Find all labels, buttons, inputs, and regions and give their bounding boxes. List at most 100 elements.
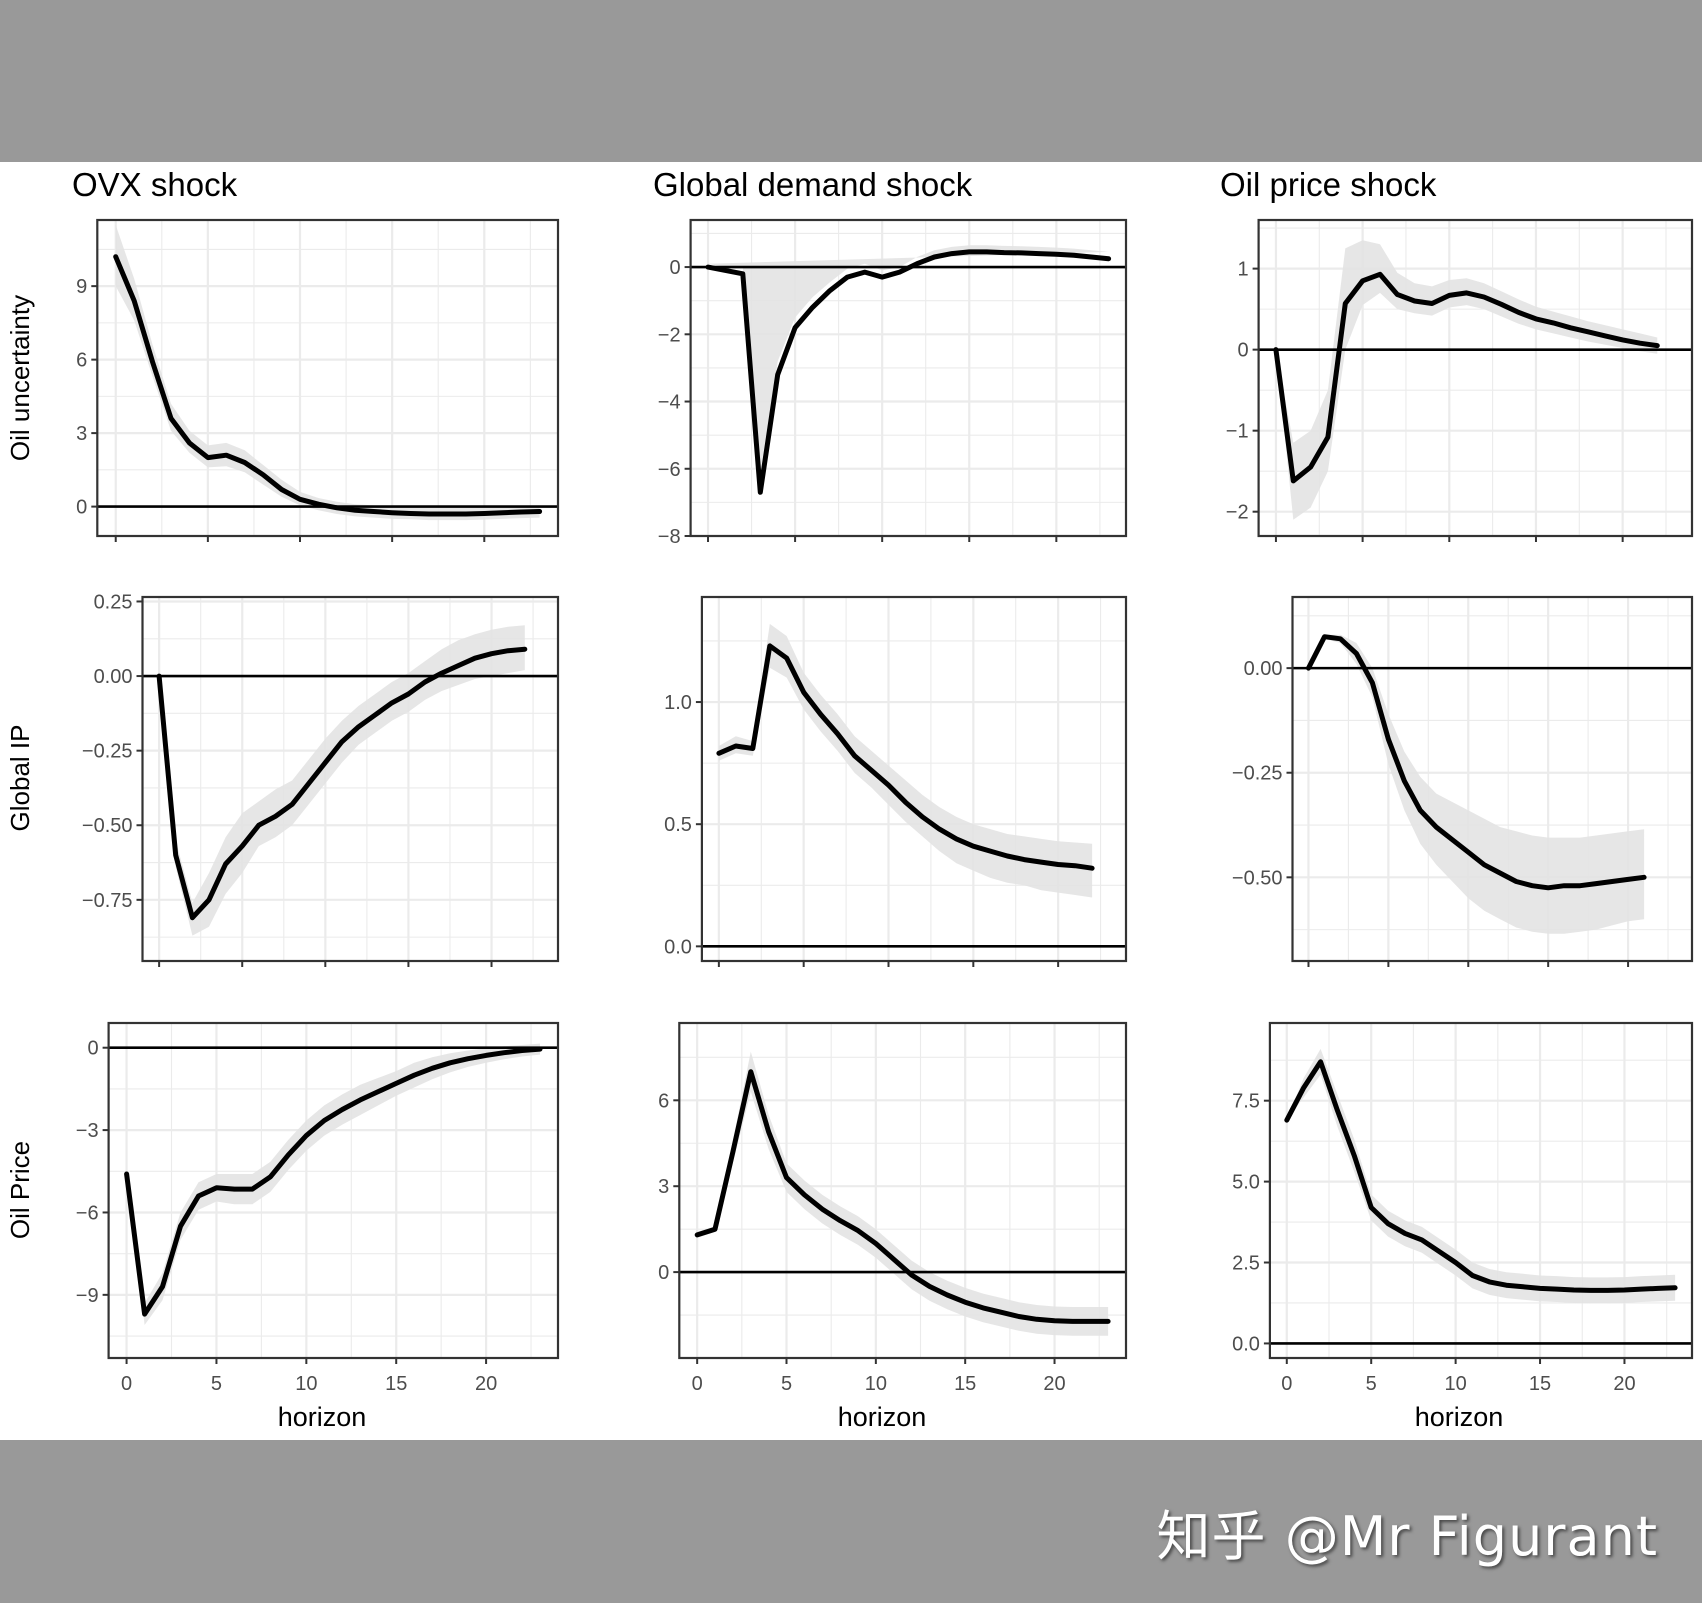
confidence-band-r0c0 — [115, 224, 540, 521]
panel-bg-r2c2 — [1269, 1023, 1692, 1358]
x-tick-label-r2c2-0: 0 — [1281, 1373, 1292, 1395]
y-tick-label-r2c0-2: −3 — [76, 1120, 99, 1142]
y-tick-label-r0c1-1: −6 — [658, 459, 681, 481]
y-tick-label-r1c1-1: 0.5 — [664, 814, 692, 836]
y-tick-label-r2c0-1: −6 — [76, 1202, 99, 1224]
confidence-band-r2c1 — [697, 1051, 1109, 1336]
x-tick-label-r2c0-4: 20 — [475, 1373, 497, 1395]
col-title-oil-price-shock: Oil price shock — [1220, 166, 1437, 203]
y-tick-label-r1c1-0: 0.0 — [664, 936, 692, 958]
x-tick-label-r2c1-4: 20 — [1043, 1373, 1065, 1395]
y-tick-label-r2c0-3: 0 — [87, 1038, 98, 1060]
x-tick-label-r2c2-4: 20 — [1613, 1373, 1635, 1395]
col-title-global-demand-shock: Global demand shock — [653, 166, 973, 203]
confidence-band-r1c0 — [159, 625, 525, 936]
y-tick-label-r1c1-2: 1.0 — [664, 692, 692, 714]
confidence-band-r0c2 — [1275, 240, 1658, 520]
y-tick-label-r0c0-0: 0 — [76, 497, 87, 519]
row-title-oil-uncertainty: Oil uncertainty — [5, 295, 35, 461]
y-tick-label-r2c2-1: 2.5 — [1232, 1253, 1260, 1275]
confidence-band-r2c0 — [126, 1043, 540, 1325]
y-tick-label-r1c0-1: −0.50 — [82, 815, 133, 837]
y-tick-label-r0c0-2: 6 — [76, 350, 87, 372]
panel-r0c0: 0 3 6 9 — [76, 218, 560, 542]
y-tick-label-r2c1-2: 6 — [658, 1090, 669, 1112]
x-tick-label-r2c2-3: 15 — [1529, 1373, 1551, 1395]
x-tick-label-r2c1-3: 15 — [954, 1373, 976, 1395]
confidence-band-r1c2 — [1308, 634, 1645, 934]
bottom-gray-band — [0, 1440, 1702, 1603]
panel-border-r2c1 — [678, 1021, 1128, 1360]
y-tick-label-r0c2-3: 1 — [1237, 259, 1248, 281]
y-tick-label-r0c2-1: −1 — [1226, 421, 1249, 443]
col-title-ovx-shock: OVX shock — [72, 166, 238, 203]
panel-border-r0c0 — [96, 218, 560, 538]
y-tick-label-r0c0-3: 9 — [76, 276, 87, 298]
panel-border-r1c0 — [141, 595, 560, 963]
x-tick-label-r2c0-0: 0 — [121, 1373, 132, 1395]
irf-line-r2c0 — [124, 1046, 543, 1317]
panel-r2c1: 0 3 6 0 5 10 15 20 — [658, 1021, 1128, 1395]
panel-border-r2c2 — [1268, 1021, 1694, 1360]
confidence-band-r0c1 — [708, 245, 1109, 473]
irf-line-r2c2 — [1284, 1059, 1678, 1293]
panel-r2c2: 0.0 2.5 5.0 7.5 0 5 10 15 20 — [1232, 1021, 1694, 1395]
x-tick-label-r2c0-1: 5 — [211, 1373, 222, 1395]
x-tick-label-r2c1-2: 10 — [865, 1373, 887, 1395]
panel-r1c0: −0.75 −0.50 −0.25 0.00 0.25 — [82, 591, 560, 967]
y-tick-label-r1c2-1: −0.25 — [1232, 763, 1283, 785]
x-tick-label-r2c1-1: 5 — [781, 1373, 792, 1395]
y-tick-label-r0c1-2: −4 — [658, 392, 681, 414]
y-tick-label-r1c0-3: 0.00 — [94, 666, 133, 688]
y-tick-label-r1c2-2: 0.00 — [1244, 658, 1283, 680]
irf-line-r0c2 — [1273, 271, 1660, 484]
irf-line-r1c0 — [156, 646, 528, 921]
irf-line-r0c0 — [113, 254, 543, 517]
confidence-band-r1c1 — [718, 623, 1093, 898]
x-tick-label-r2c1-0: 0 — [692, 1373, 703, 1395]
row-title-oil-price: Oil Price — [5, 1141, 35, 1239]
panel-border-r2c0 — [107, 1021, 560, 1360]
panel-r0c2: −2 −1 0 1 — [1226, 218, 1694, 542]
panel-border-r1c2 — [1291, 595, 1694, 963]
row-title-global-ip: Global IP — [5, 725, 35, 832]
x-axis-label-col-0: horizon — [278, 1402, 367, 1432]
y-tick-label-r2c2-3: 7.5 — [1232, 1091, 1260, 1113]
panel-r2c0: −9 −6 −3 0 0 5 10 15 20 — [76, 1021, 560, 1395]
irf-line-r0c1 — [705, 249, 1112, 495]
y-tick-label-r1c0-0: −0.75 — [82, 890, 133, 912]
x-tick-label-r2c0-2: 10 — [295, 1373, 317, 1395]
y-tick-label-r0c1-4: 0 — [669, 257, 680, 279]
y-tick-label-r2c2-2: 5.0 — [1232, 1172, 1260, 1194]
panel-r1c2: −0.50 −0.25 0.00 — [1232, 595, 1694, 967]
y-tick-label-r2c1-0: 0 — [658, 1262, 669, 1284]
panel-bg-r1c1 — [701, 597, 1126, 961]
y-tick-label-r0c1-3: −2 — [658, 324, 681, 346]
y-tick-label-r1c2-0: −0.50 — [1232, 867, 1283, 889]
panel-bg-r0c0 — [97, 220, 559, 536]
panel-r1c1: 0.0 0.5 1.0 — [664, 595, 1128, 967]
y-tick-label-r1c0-2: −0.25 — [82, 741, 133, 763]
irf-line-r1c2 — [1306, 634, 1647, 891]
x-tick-label-r2c2-2: 10 — [1444, 1373, 1466, 1395]
y-tick-label-r2c0-0: −9 — [76, 1285, 99, 1307]
panel-bg-r2c0 — [108, 1023, 558, 1358]
x-tick-label-r2c2-1: 5 — [1366, 1373, 1377, 1395]
x-axis-label-col-1: horizon — [838, 1402, 927, 1432]
y-tick-label-r0c1-0: −8 — [658, 526, 681, 548]
irf-line-r2c1 — [694, 1069, 1111, 1324]
panels-layer: 0369−8−6−4−20−2−101−0.75−0.50−0.250.000.… — [76, 218, 1694, 1395]
y-tick-label-r2c1-1: 3 — [658, 1176, 669, 1198]
panel-bg-r0c2 — [1258, 220, 1692, 536]
x-tick-label-r2c0-3: 15 — [385, 1373, 407, 1395]
top-gray-band — [0, 0, 1702, 162]
y-tick-label-r1c0-4: 0.25 — [94, 591, 133, 613]
y-tick-label-r0c0-1: 3 — [76, 423, 87, 445]
watermark-text: 知乎 @Mr Figurant — [1156, 1505, 1658, 1568]
y-tick-label-r2c2-0: 0.0 — [1232, 1333, 1260, 1355]
panel-border-r0c1 — [689, 218, 1128, 538]
x-axis-label-col-2: horizon — [1415, 1402, 1504, 1432]
panel-border-r1c1 — [700, 595, 1128, 963]
